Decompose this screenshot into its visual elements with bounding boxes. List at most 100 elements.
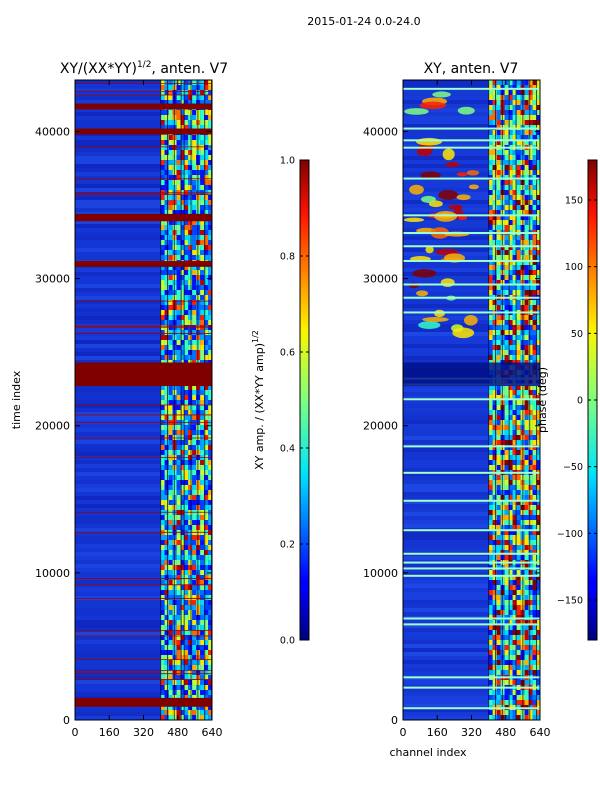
heatmap-cell [164,640,169,645]
heatmap-cell [492,140,497,145]
heatmap-cell [524,220,529,225]
heatmap-cell [176,195,181,200]
heatmap-cell [532,490,537,495]
heatmap-cell [504,530,509,535]
heatmap-cell [508,90,513,95]
heatmap-cell [524,320,529,325]
heatmap-cell [184,210,189,215]
heatmap-cell [536,270,540,275]
heatmap-cell [176,545,181,550]
heatmap-cell [188,475,193,480]
heatmap-cell [168,610,173,615]
heatmap-cell [204,330,209,335]
heatmap-cell [200,620,205,625]
heatmap-background-row [75,144,161,148]
heatmap-background-row [75,524,161,528]
heatmap-cell [164,170,169,175]
heatmap-cell [200,160,205,165]
heatmap-cell [160,300,165,305]
heatmap-cell [536,595,540,600]
heatmap-cell [488,85,493,90]
heatmap-cell [492,200,497,205]
heatmap-cell [164,450,169,455]
heatmap-cell [536,490,540,495]
heatmap-cell [200,345,205,350]
heatmap-cell [160,275,165,280]
heatmap-cell [200,495,205,500]
heatmap-cell [528,465,533,470]
heatmap-cell [488,255,493,260]
heatmap-cell [528,400,533,405]
heatmap-background-row [75,116,161,120]
heatmap-cell [488,455,493,460]
heatmap-cell [508,270,513,275]
heatmap-cell [180,575,185,580]
heatmap-cell [532,180,537,185]
heatmap-cell [504,520,509,525]
xtick-label: 160 [427,726,448,739]
heatmap-background-row [75,460,161,464]
heatmap-cell [536,185,540,190]
heatmap-cell [532,605,537,610]
xtick-label: 0 [400,726,407,739]
heatmap-cell [204,410,209,415]
heatmap-cell [516,625,521,630]
heatmap-cell [204,460,209,465]
heatmap-cell [512,240,517,245]
heatmap-cell [160,625,165,630]
bright-time-line [403,445,540,448]
heatmap-cell [180,625,185,630]
heatmap-cell [512,90,517,95]
heatmap-cell [176,150,181,155]
heatmap-background-row [403,120,489,124]
heatmap-cell [168,535,173,540]
heatmap-cell [524,110,529,115]
heatmap-cell [192,545,197,550]
ytick-label: 20000 [363,420,398,433]
heatmap-cell [516,100,521,105]
heatmap-cell [512,445,517,450]
heatmap-cell [516,500,521,505]
heatmap-cell [176,620,181,625]
heatmap-cell [204,95,209,100]
heatmap-cell [516,110,521,115]
heatmap-cell [492,510,497,515]
heatmap-cell [488,460,493,465]
heatmap-cell [492,590,497,595]
heatmap-cell [180,110,185,115]
heatmap-cell [204,285,209,290]
heatmap-cell [188,80,193,85]
heatmap-cell [204,185,209,190]
heatmap-cell [528,195,533,200]
heatmap-cell [524,115,529,120]
heatmap-cell [200,115,205,120]
heatmap-cell [516,210,521,215]
heatmap-cell [532,325,537,330]
heatmap-cell [192,155,197,160]
heatmap-cell [508,690,513,695]
heatmap-cell [496,700,501,705]
heatmap-cell [204,85,209,90]
heatmap-background-row [403,524,489,528]
colorbar-tick-label: 100 [565,262,583,273]
heatmap-cell [488,140,493,145]
heatmap-cell [524,645,529,650]
heatmap-cell [496,500,501,505]
bright-time-line [403,245,540,248]
heatmap-cell [200,385,205,390]
heatmap-cell [168,550,173,555]
heatmap-cell [508,130,513,135]
heatmap-cell [528,600,533,605]
heatmap-cell [524,275,529,280]
heatmap-cell [488,710,493,715]
heatmap-cell [164,175,169,180]
heatmap-cell [492,90,497,95]
heatmap-cell [504,280,509,285]
heatmap-cell [536,165,540,170]
heatmap-cell [164,465,169,470]
phase-patch [464,315,478,326]
heatmap-cell [208,685,212,690]
heatmap-cell [516,170,521,175]
heatmap-cell [508,110,513,115]
heatmap-cell [180,390,185,395]
